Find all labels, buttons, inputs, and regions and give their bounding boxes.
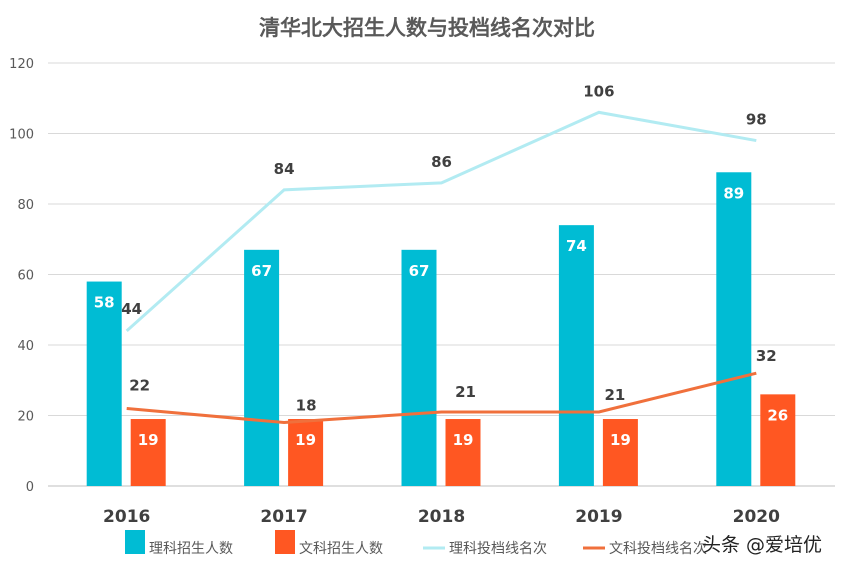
bar-value-label: 19 — [453, 431, 474, 449]
bar — [760, 394, 796, 486]
line-value-label: 22 — [129, 376, 150, 394]
bar-value-label: 26 — [767, 406, 788, 424]
bar-value-label: 58 — [94, 294, 115, 312]
bar-value-label: 67 — [251, 262, 272, 280]
legend-swatch — [125, 530, 145, 554]
y-tick-label: 0 — [26, 480, 34, 495]
bar — [288, 419, 324, 486]
bar — [558, 225, 594, 486]
line-value-label: 86 — [431, 153, 452, 171]
bar-value-label: 89 — [723, 184, 744, 202]
bar-value-label: 19 — [295, 431, 316, 449]
science-rank-line — [125, 110, 757, 333]
line-value-label: 84 — [274, 160, 295, 178]
y-tick-label: 100 — [9, 128, 34, 143]
y-tick-label: 20 — [17, 410, 34, 425]
legend-label: 文科招生人数 — [299, 541, 383, 557]
line-value-label: 18 — [296, 397, 317, 415]
x-tick-label: 2020 — [733, 507, 780, 527]
bar — [602, 419, 638, 486]
bar — [401, 249, 437, 486]
line-value-label: 32 — [756, 347, 777, 365]
line-value-label: 44 — [121, 300, 142, 318]
bar — [445, 419, 481, 486]
line-value-label: 21 — [455, 383, 476, 401]
x-tick-label: 2016 — [103, 507, 150, 527]
bar — [244, 249, 280, 486]
y-tick-label: 80 — [17, 198, 34, 213]
bar-value-label: 67 — [409, 262, 430, 280]
legend-label: 理科招生人数 — [149, 541, 233, 557]
bar-value-label: 19 — [610, 431, 631, 449]
bar — [130, 419, 166, 486]
x-tick-label: 2018 — [418, 507, 465, 527]
legend-swatch — [275, 530, 295, 554]
chart-title: 清华北大招生人数与投档线名次对比 — [259, 16, 595, 40]
bar-value-label: 74 — [566, 237, 587, 255]
y-tick-label: 40 — [17, 339, 34, 354]
gridlines: 0 20 40 60 80 100 120 2016 2017 2018 2019 2020 — [9, 57, 835, 527]
line-value-label: 98 — [746, 111, 767, 129]
bar — [86, 281, 122, 486]
x-tick-label: 2019 — [575, 507, 622, 527]
arts-rank-line — [126, 371, 757, 425]
y-tick-label: 60 — [17, 269, 34, 284]
lines — [125, 110, 757, 425]
legend: 理科招生人数 文科招生人数 理科投档线名次 文科投档线名次 — [125, 530, 707, 557]
data-labels: 58 67 67 74 89 19 19 19 19 26 44 84 86 106 98 22 18 21 21 3… — [94, 82, 788, 449]
line-value-label: 21 — [604, 386, 625, 404]
y-tick-label: 120 — [9, 57, 34, 72]
bar-value-label: 19 — [138, 431, 159, 449]
bars — [86, 172, 796, 486]
legend-label: 文科投档线名次 — [609, 541, 707, 557]
legend-label: 理科投档线名次 — [449, 541, 547, 557]
line-value-label: 106 — [583, 82, 614, 100]
bar — [716, 172, 752, 486]
x-tick-label: 2017 — [260, 507, 307, 527]
watermark: 头条 @爱培优 — [702, 534, 822, 556]
